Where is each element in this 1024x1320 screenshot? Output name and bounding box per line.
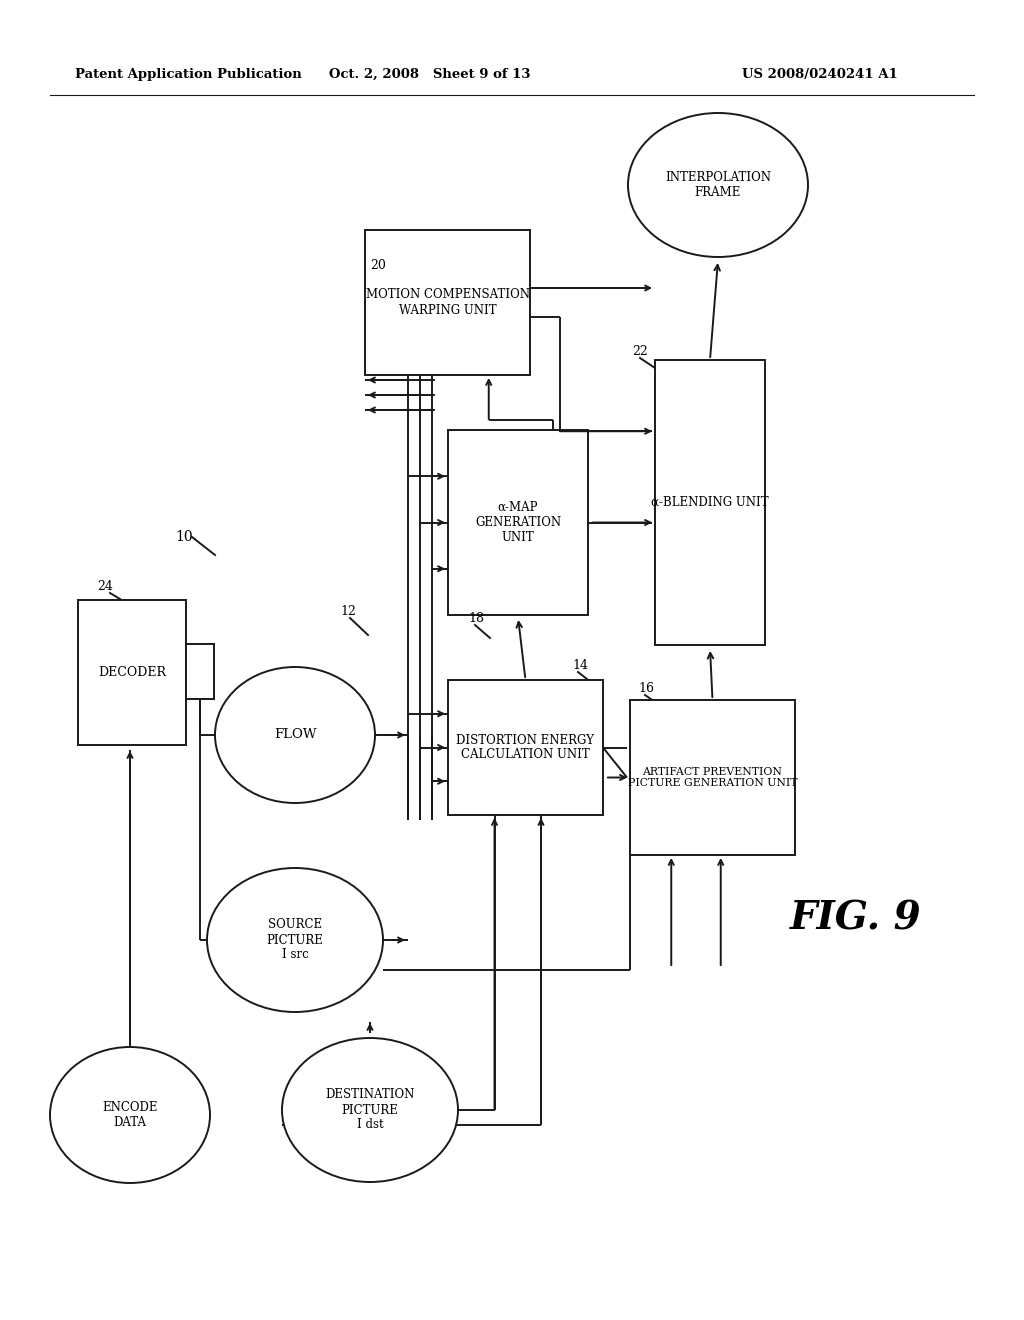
Text: 16: 16 — [638, 682, 654, 696]
Text: Oct. 2, 2008   Sheet 9 of 13: Oct. 2, 2008 Sheet 9 of 13 — [330, 69, 530, 81]
Text: 10: 10 — [175, 531, 193, 544]
Ellipse shape — [282, 1038, 458, 1181]
Ellipse shape — [207, 869, 383, 1012]
Text: ENCODE
DATA: ENCODE DATA — [102, 1101, 158, 1129]
Bar — [630, 700, 795, 855]
Text: 14: 14 — [572, 659, 588, 672]
Text: 22: 22 — [632, 345, 648, 358]
Ellipse shape — [215, 667, 375, 803]
Text: FLOW: FLOW — [273, 729, 316, 742]
Text: α-MAP
GENERATION
UNIT: α-MAP GENERATION UNIT — [475, 502, 561, 544]
Ellipse shape — [628, 114, 808, 257]
Bar — [449, 680, 603, 814]
Bar — [655, 360, 765, 645]
Ellipse shape — [50, 1047, 210, 1183]
Text: 24: 24 — [97, 579, 113, 593]
Text: FIG. 9: FIG. 9 — [790, 900, 922, 939]
Text: 20: 20 — [370, 259, 386, 272]
Text: DISTORTION ENERGY
CALCULATION UNIT: DISTORTION ENERGY CALCULATION UNIT — [457, 734, 595, 762]
Bar — [186, 644, 214, 698]
Text: Patent Application Publication: Patent Application Publication — [75, 69, 302, 81]
Text: ARTIFACT PREVENTION
PICTURE GENERATION UNIT: ARTIFACT PREVENTION PICTURE GENERATION U… — [628, 767, 798, 788]
Bar — [365, 230, 530, 375]
Text: 18: 18 — [468, 612, 484, 624]
Text: SOURCE
PICTURE
I src: SOURCE PICTURE I src — [266, 919, 324, 961]
Text: DECODER: DECODER — [98, 667, 166, 678]
Text: US 2008/0240241 A1: US 2008/0240241 A1 — [742, 69, 898, 81]
Bar — [78, 601, 186, 744]
Text: α-BLENDING UNIT: α-BLENDING UNIT — [651, 496, 769, 510]
Text: DESTINATION
PICTURE
I dst: DESTINATION PICTURE I dst — [326, 1089, 415, 1131]
Text: INTERPOLATION
FRAME: INTERPOLATION FRAME — [665, 172, 771, 199]
Bar — [449, 430, 588, 615]
Text: MOTION COMPENSATION
WARPING UNIT: MOTION COMPENSATION WARPING UNIT — [366, 289, 529, 317]
Text: 12: 12 — [340, 605, 356, 618]
